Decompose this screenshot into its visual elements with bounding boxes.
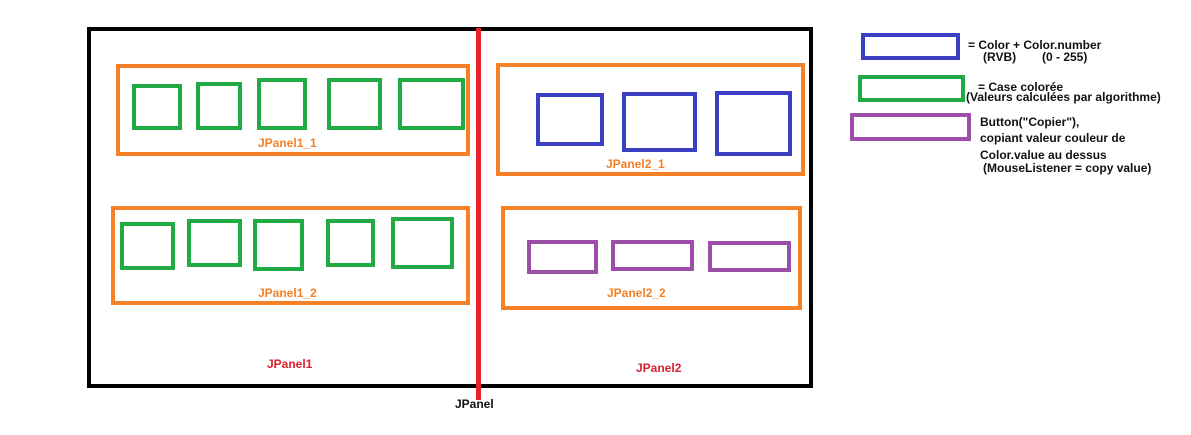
color-box — [715, 91, 792, 156]
green-cell — [253, 219, 304, 271]
green-cell — [196, 82, 242, 130]
main-frame — [87, 27, 813, 388]
jpanel1-2-box — [111, 206, 470, 305]
green-cell — [326, 219, 375, 267]
legend-purple-line3: Color.value au dessus — [980, 148, 1107, 162]
jpanel-label: JPanel — [455, 397, 494, 411]
jpanel2-2-label: JPanel2_2 — [607, 286, 666, 300]
jpanel1-1-box — [116, 64, 470, 156]
jpanel2-1-box — [496, 63, 805, 176]
legend-green-line2: (Valeurs calculées par algorithme) — [966, 90, 1161, 104]
copy-button[interactable] — [611, 240, 694, 271]
green-cell — [327, 78, 382, 130]
legend-blue-line1: = Color + Color.number — [968, 38, 1102, 52]
green-cell — [120, 222, 175, 270]
jpanel1-label: JPanel1 — [267, 357, 313, 371]
green-cell — [257, 78, 307, 130]
legend-purple-swatch — [850, 113, 971, 141]
copy-button[interactable] — [708, 241, 791, 272]
jpanel2-2-box — [501, 206, 802, 310]
jpanel2-label: JPanel2 — [636, 361, 682, 375]
legend-blue-line2b: (0 - 255) — [1042, 50, 1088, 64]
color-box — [622, 92, 697, 152]
color-box — [536, 93, 604, 146]
legend-green-swatch — [858, 75, 965, 102]
jpanel1-2-label: JPanel1_2 — [258, 286, 317, 300]
legend-blue-line2a: (RVB) — [983, 50, 1017, 64]
green-cell — [132, 84, 182, 130]
legend-purple-line2: copiant valeur couleur de — [980, 131, 1126, 145]
copy-button[interactable] — [527, 240, 598, 274]
legend-purple-line4: (MouseListener = copy value) — [983, 161, 1152, 175]
legend-green-line1: = Case colorée — [978, 80, 1064, 94]
legend-blue-swatch — [861, 33, 960, 60]
green-cell — [398, 78, 465, 130]
panel-divider — [476, 28, 481, 400]
jpanel1-1-label: JPanel1_1 — [258, 136, 317, 150]
green-cell — [187, 219, 242, 267]
jpanel2-1-label: JPanel2_1 — [606, 157, 665, 171]
green-cell — [391, 217, 454, 269]
legend-purple-line1: Button("Copier"), — [980, 115, 1080, 129]
